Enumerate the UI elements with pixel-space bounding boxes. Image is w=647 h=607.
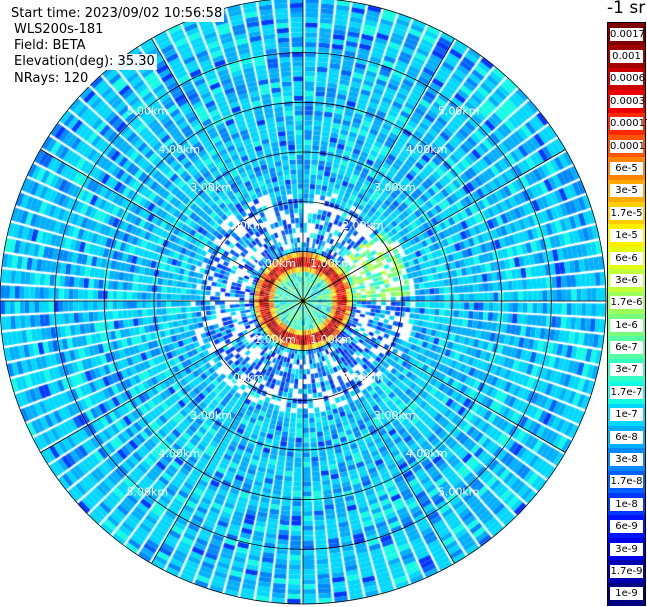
colorbar-tick-label: 1e-5 bbox=[610, 229, 643, 243]
colorbar-cell: 1.7e-5 bbox=[608, 202, 645, 226]
colorbar-tick-label: 0.0003 bbox=[610, 94, 645, 108]
colorbar-tick-label: 1e-9 bbox=[610, 587, 643, 601]
colorbar-cell: 1e-9 bbox=[608, 582, 645, 606]
range-ring-label: 2.00km bbox=[342, 219, 384, 232]
colorbar-cell: 6e-8 bbox=[608, 425, 645, 449]
colorbar: 0.0017 0.001 0.0006 0.0003 0.00017 0.0001 6e-5… bbox=[607, 22, 647, 606]
colorbar-tick-label: 1.7e-7 bbox=[610, 385, 643, 399]
colorbar-tick-label: 0.00017 bbox=[610, 117, 647, 131]
colorbar-tick-label: 0.0006 bbox=[610, 72, 645, 86]
colorbar-tick-label: 1.7e-5 bbox=[610, 206, 643, 220]
colorbar-tick-label: 3e-5 bbox=[610, 184, 643, 198]
azimuth-line bbox=[151, 300, 304, 564]
azimuth-line bbox=[302, 300, 566, 453]
azimuth-line bbox=[302, 38, 455, 302]
colorbar-cell: 1e-8 bbox=[608, 493, 645, 517]
colorbar-tick-label: 6e-7 bbox=[610, 341, 643, 355]
range-ring-label: 3.00km bbox=[190, 181, 232, 194]
range-ring-label: 1.00km bbox=[310, 257, 352, 270]
colorbar-tick-label: 1.7e-6 bbox=[610, 296, 643, 310]
colorbar-tick-label: 0.001 bbox=[610, 50, 643, 64]
range-ring-label: 1.00km bbox=[254, 257, 296, 270]
colorbar-cell: 0.0003 bbox=[608, 90, 645, 114]
range-ring-label: 4.00km bbox=[406, 447, 448, 460]
colorbar-title: -1 sr bbox=[607, 0, 646, 18]
colorbar-cell: 1.7e-6 bbox=[608, 291, 645, 315]
colorbar-cell: 1e-5 bbox=[608, 224, 645, 248]
colorbar-tick-label: 6e-6 bbox=[610, 251, 643, 265]
range-ring-label: 2.00km bbox=[222, 219, 264, 232]
colorbar-cell: 1.7e-9 bbox=[608, 560, 645, 584]
colorbar-cell: 0.00017 bbox=[608, 112, 647, 136]
colorbar-cell: 0.0001 bbox=[608, 134, 645, 158]
colorbar-cell: 0.0006 bbox=[608, 67, 645, 91]
colorbar-tick-label: 6e-5 bbox=[610, 161, 643, 175]
colorbar-tick-label: 1.7e-8 bbox=[610, 475, 643, 489]
colorbar-cell: 3e-7 bbox=[608, 358, 645, 382]
elevation-label: Elevation(deg): 35.30 bbox=[12, 54, 157, 70]
colorbar-tick-label: 1e-8 bbox=[610, 497, 643, 511]
colorbar-tick-label: 3e-9 bbox=[610, 542, 643, 556]
colorbar-tick-label: 3e-6 bbox=[610, 273, 643, 287]
colorbar-cell: 0.001 bbox=[608, 45, 645, 69]
ppi-overlay: 1.00km 1.00km 1.00km 1.00km 2.00km 2.00km 2.00… bbox=[0, 0, 607, 605]
range-ring-label: 5.00km bbox=[127, 105, 169, 118]
colorbar-tick-label: 1e-7 bbox=[610, 408, 643, 422]
colorbar-cell: 3e-8 bbox=[608, 448, 645, 472]
range-ring-label: 2.00km bbox=[342, 371, 384, 384]
colorbar-tick-label: 0.0017 bbox=[610, 27, 645, 41]
colorbar-cell: 6e-5 bbox=[608, 157, 645, 181]
range-ring-label: 1.00km bbox=[310, 333, 352, 346]
range-ring-label: 3.00km bbox=[374, 409, 416, 422]
colorbar-cell: 6e-9 bbox=[608, 515, 645, 539]
colorbar-tick-label: 3e-7 bbox=[610, 363, 643, 377]
range-ring-label: 2.00km bbox=[222, 371, 264, 384]
colorbar-cell: 0.0017 bbox=[608, 23, 645, 46]
range-ring-label: 4.00km bbox=[158, 143, 200, 156]
colorbar-cell: 3e-9 bbox=[608, 537, 645, 561]
colorbar-tick-label: 6e-9 bbox=[610, 520, 643, 534]
range-ring-label: 5.00km bbox=[438, 485, 480, 498]
range-ring-label: 3.00km bbox=[374, 181, 416, 194]
instrument-label: WLS200s-181 bbox=[12, 22, 106, 38]
azimuth-line bbox=[40, 149, 304, 302]
nrays-label: NRays: 120 bbox=[12, 71, 91, 87]
colorbar-tick-label: 6e-8 bbox=[610, 430, 643, 444]
colorbar-cell: 3e-5 bbox=[608, 179, 645, 203]
colorbar-cell: 6e-7 bbox=[608, 336, 645, 360]
azimuth-line bbox=[151, 38, 304, 302]
colorbar-cell: 1e-6 bbox=[608, 314, 645, 337]
colorbar-tick-label: 0.0001 bbox=[610, 139, 645, 153]
start-time-label: Start time: 2023/09/02 10:56:58 bbox=[9, 6, 225, 22]
range-ring-label: 3.00km bbox=[190, 409, 232, 422]
range-ring-label: 1.00km bbox=[254, 333, 296, 346]
azimuth-line bbox=[302, 300, 455, 564]
colorbar-tick-label: 3e-8 bbox=[610, 452, 643, 466]
colorbar-tick-label: 1e-6 bbox=[610, 318, 643, 332]
range-ring-label: 5.00km bbox=[438, 105, 480, 118]
azimuth-line bbox=[302, 149, 566, 302]
azimuth-line bbox=[40, 300, 304, 453]
colorbar-cell: 3e-6 bbox=[608, 269, 645, 293]
colorbar-cell: 1.7e-7 bbox=[608, 381, 645, 405]
range-ring-label: 5.00km bbox=[127, 485, 169, 498]
field-label: Field: BETA bbox=[12, 38, 88, 54]
range-ring-label: 4.00km bbox=[406, 143, 448, 156]
colorbar-cell: 1.7e-8 bbox=[608, 470, 645, 494]
colorbar-tick-label: 1.7e-9 bbox=[610, 564, 643, 578]
colorbar-cell: 6e-6 bbox=[608, 246, 645, 270]
colorbar-cell: 1e-7 bbox=[608, 403, 645, 427]
range-ring-label: 4.00km bbox=[158, 447, 200, 460]
